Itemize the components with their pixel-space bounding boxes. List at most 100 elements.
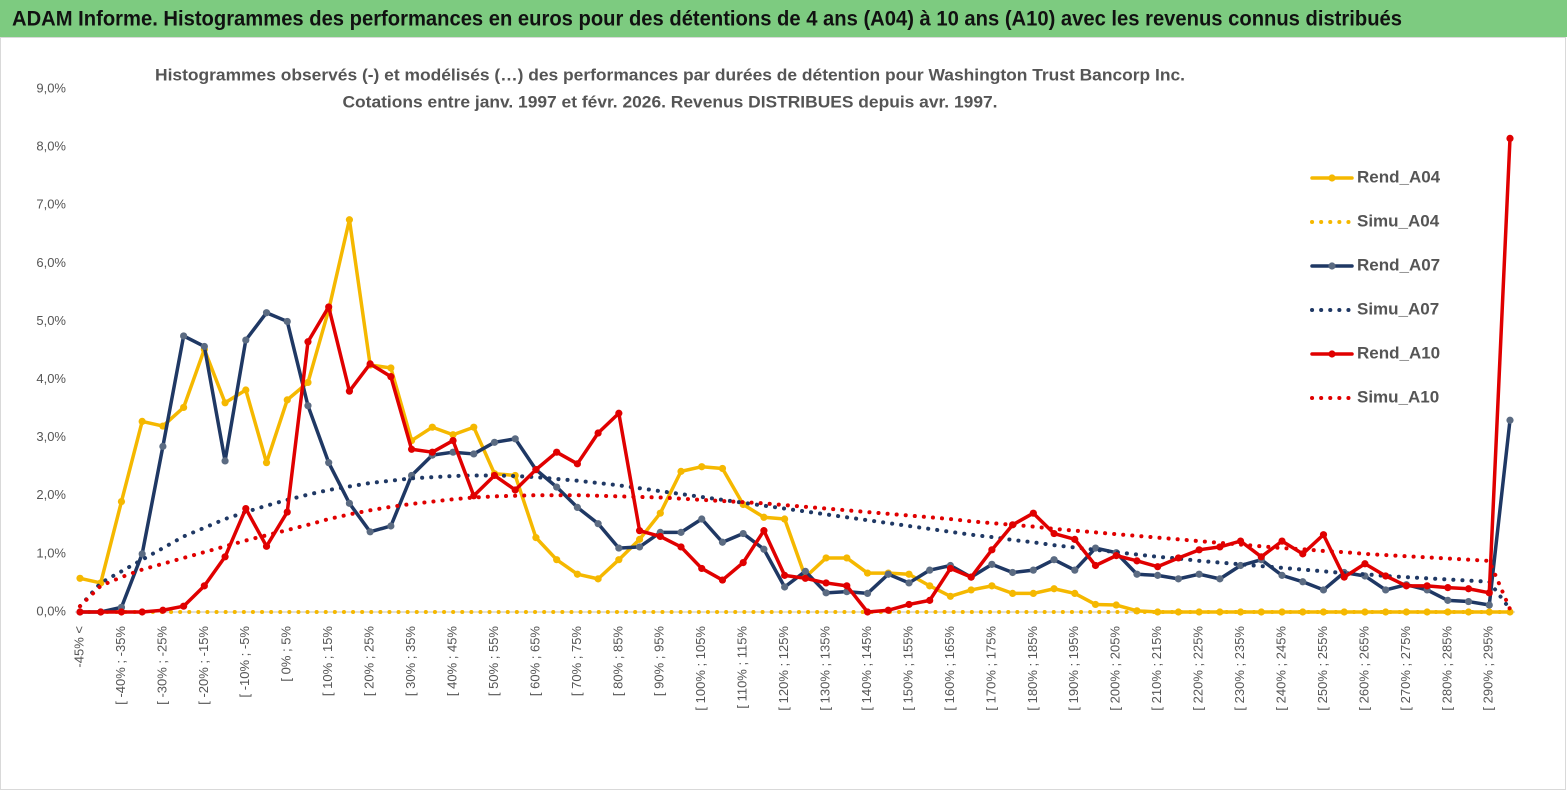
data-point (677, 528, 685, 536)
data-point (159, 442, 167, 450)
data-point (1464, 597, 1473, 606)
data-point (1402, 582, 1410, 590)
data-point (470, 450, 478, 458)
x-tick-label: [ 20% ; 25% (362, 626, 377, 697)
data-point (1423, 582, 1431, 590)
chart-title: ADAM Informe. Histogrammes des performan… (12, 8, 1402, 31)
data-point (573, 570, 581, 578)
data-point (490, 438, 499, 446)
data-point (76, 608, 84, 616)
data-point (1216, 575, 1224, 583)
data-point (283, 508, 291, 516)
data-point (905, 600, 913, 609)
data-point (1091, 561, 1100, 570)
data-point (1382, 586, 1390, 594)
data-point (345, 499, 354, 507)
y-tick-label: 9,0% (36, 80, 66, 95)
data-point (1050, 529, 1058, 538)
data-point (1299, 578, 1307, 586)
data-point (1091, 544, 1100, 552)
data-point (635, 543, 644, 551)
data-point (490, 471, 499, 480)
legend-marker (1328, 262, 1336, 270)
data-point (325, 459, 333, 467)
legend-marker (1328, 174, 1336, 182)
data-point (1299, 550, 1307, 558)
data-point (304, 402, 312, 410)
data-point (366, 360, 374, 368)
x-tick-label: [ 0% ; 5% (279, 626, 294, 682)
data-point (553, 556, 561, 564)
x-tick-label: -45% < (71, 626, 86, 668)
data-point (1236, 537, 1245, 545)
data-point (1506, 134, 1514, 142)
data-point (760, 527, 768, 535)
x-tick-label: [ -20% ; -15% (196, 626, 211, 705)
data-point (843, 582, 851, 590)
x-tick-label: [ 170% ; 175% (983, 626, 998, 711)
x-tick-label: [ 140% ; 145% (859, 626, 874, 711)
data-point (760, 513, 768, 521)
data-point (511, 486, 519, 494)
data-point (988, 560, 996, 568)
y-tick-label: 5,0% (36, 313, 66, 328)
data-point (1009, 589, 1017, 598)
x-tick-label: [ 90% ; 95% (652, 626, 667, 697)
data-point (718, 464, 727, 473)
data-point (656, 532, 664, 541)
data-point (1112, 552, 1120, 560)
data-point (242, 336, 250, 344)
data-point (1319, 531, 1328, 539)
data-point (470, 423, 478, 431)
data-point (739, 559, 747, 567)
data-point (822, 554, 830, 562)
data-point (843, 554, 851, 562)
data-point (1257, 553, 1265, 561)
data-point (262, 309, 271, 317)
data-point (1444, 583, 1452, 592)
data-point (428, 448, 436, 456)
data-point (200, 342, 208, 351)
data-point (781, 515, 789, 523)
data-point (988, 546, 996, 554)
data-point (1029, 509, 1037, 517)
data-point (283, 317, 291, 326)
chart-subtitle: Cotations entre janv. 1997 et févr. 2026… (343, 92, 998, 111)
data-point (884, 570, 892, 578)
data-point (1382, 572, 1390, 580)
x-tick-label: [ 290% ; 295% (1481, 626, 1496, 711)
data-point (1029, 566, 1037, 574)
data-point (863, 569, 872, 577)
data-point (1091, 600, 1100, 609)
data-point (1154, 608, 1162, 616)
x-tick-label: [ 210% ; 215% (1149, 626, 1164, 711)
data-point (946, 592, 955, 600)
data-point (180, 602, 188, 610)
data-point (1340, 573, 1348, 581)
data-point (801, 574, 809, 582)
data-point (242, 386, 250, 394)
data-point (221, 553, 229, 561)
data-point (1299, 608, 1307, 616)
data-point (407, 445, 416, 453)
data-point (1071, 566, 1079, 574)
legend-label: Rend_A04 (1357, 167, 1441, 186)
y-tick-label: 4,0% (36, 371, 66, 386)
data-point (1133, 570, 1141, 578)
data-point (905, 579, 913, 587)
x-tick-label: [ 230% ; 235% (1232, 626, 1247, 711)
data-point (1236, 608, 1245, 616)
data-point (801, 567, 809, 575)
data-point (221, 399, 229, 407)
data-point (1278, 537, 1286, 545)
data-point (1216, 543, 1224, 551)
data-point (594, 429, 602, 437)
x-tick-label: [ 220% ; 225% (1191, 626, 1206, 711)
x-tick-label: [ -30% ; -25% (154, 626, 169, 705)
data-point (97, 608, 105, 616)
x-tick-label: [ 240% ; 245% (1273, 626, 1288, 711)
y-tick-label: 2,0% (36, 487, 66, 502)
data-point (594, 575, 602, 583)
y-tick-label: 7,0% (36, 197, 66, 212)
data-point (325, 303, 333, 311)
